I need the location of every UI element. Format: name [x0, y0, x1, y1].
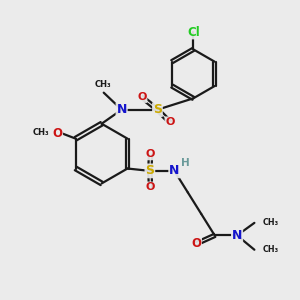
Text: O: O	[191, 237, 201, 250]
Text: S: S	[153, 103, 162, 116]
Text: S: S	[146, 164, 154, 177]
Text: CH₃: CH₃	[262, 218, 279, 227]
Text: O: O	[52, 127, 62, 140]
Text: Cl: Cl	[187, 26, 200, 38]
Text: CH₃: CH₃	[262, 245, 279, 254]
Text: O: O	[165, 117, 175, 127]
Text: N: N	[169, 164, 180, 177]
Text: H: H	[181, 158, 190, 167]
Text: CH₃: CH₃	[32, 128, 49, 137]
Text: O: O	[137, 92, 147, 102]
Text: N: N	[232, 229, 242, 242]
Text: CH₃: CH₃	[95, 80, 111, 89]
Text: O: O	[146, 182, 155, 192]
Text: N: N	[116, 103, 127, 116]
Text: O: O	[146, 149, 155, 160]
